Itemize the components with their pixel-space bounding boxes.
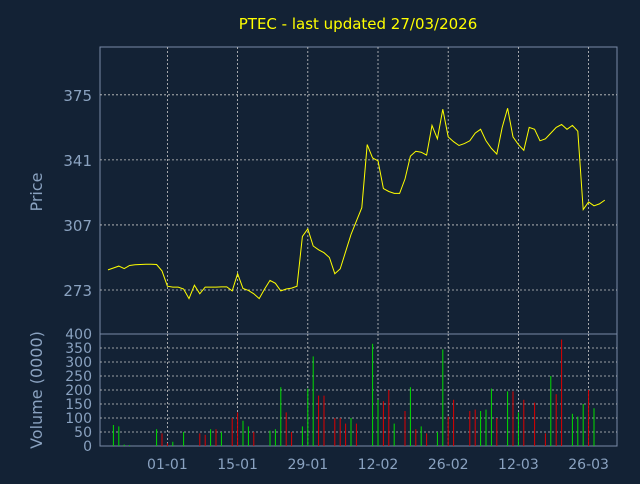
x-tick-label: 12-02 bbox=[358, 457, 399, 473]
price-axis-label: Price bbox=[27, 172, 46, 211]
volume-axis-label: Volume (0000) bbox=[27, 331, 46, 449]
volume-bars bbox=[112, 339, 595, 446]
volume-tick-label: 350 bbox=[65, 341, 92, 357]
price-plot-frame bbox=[99, 46, 618, 335]
x-tick-label: 26-03 bbox=[568, 457, 609, 473]
chart-title: PTEC - last updated 27/03/2026 bbox=[239, 15, 478, 33]
x-tick-label: 29-01 bbox=[287, 457, 328, 473]
volume-tick-label: 150 bbox=[65, 397, 92, 413]
price-panel: 273 307 341 375 Price bbox=[27, 46, 618, 335]
price-grid bbox=[100, 47, 617, 334]
volume-tick-label: 400 bbox=[65, 327, 92, 343]
price-tick-label: 375 bbox=[63, 87, 92, 105]
volume-tick-label: 200 bbox=[65, 383, 92, 399]
volume-grid bbox=[100, 334, 617, 446]
price-tick-label: 273 bbox=[63, 282, 92, 300]
price-series-line bbox=[107, 108, 606, 300]
volume-tick-label: 50 bbox=[74, 425, 92, 441]
price-tick-label: 307 bbox=[63, 217, 92, 235]
x-tick-label: 15-01 bbox=[217, 457, 258, 473]
x-tick-label: 01-01 bbox=[147, 457, 188, 473]
x-axis: 01-01 15-01 29-01 12-02 26-02 12-03 26-03 bbox=[147, 457, 609, 473]
volume-tick-label: 0 bbox=[83, 439, 92, 455]
volume-tick-label: 300 bbox=[65, 355, 92, 371]
x-tick-label: 26-02 bbox=[428, 457, 469, 473]
volume-tick-label: 100 bbox=[65, 411, 92, 427]
price-tick-label: 341 bbox=[63, 152, 92, 170]
price-y-axis: 273 307 341 375 bbox=[63, 87, 92, 300]
x-tick-label: 12-03 bbox=[498, 457, 539, 473]
volume-tick-label: 250 bbox=[65, 369, 92, 385]
